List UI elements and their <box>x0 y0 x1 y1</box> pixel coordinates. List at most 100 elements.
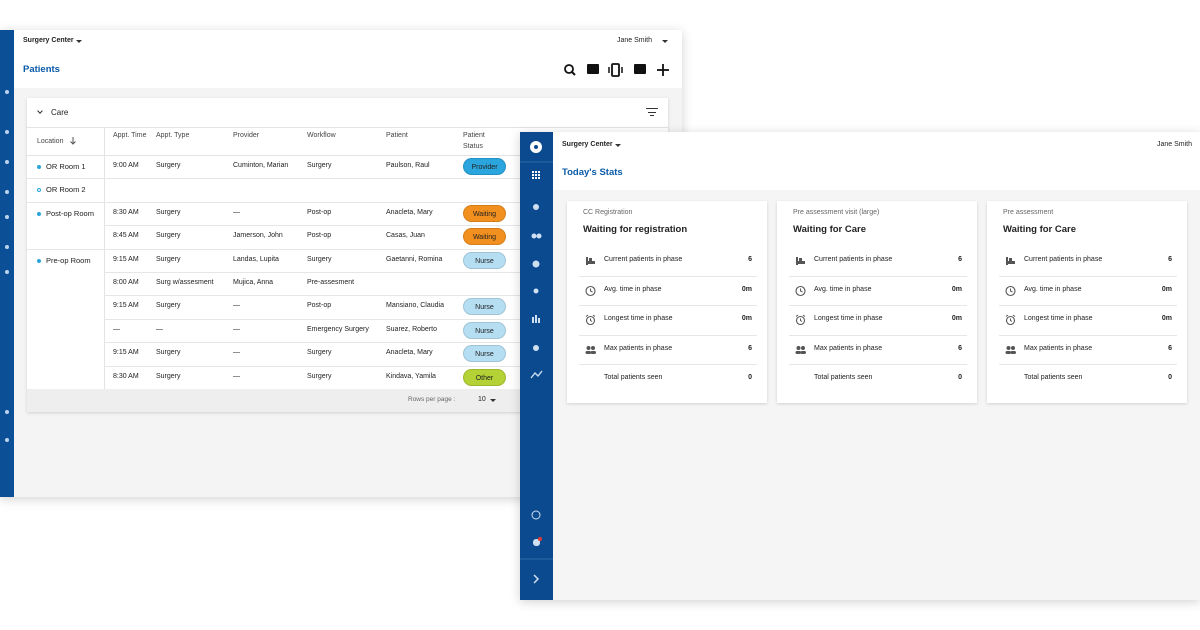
stats-card: Pre assessment visit (large) Waiting for … <box>777 201 977 403</box>
card-title: Waiting for Care <box>793 224 867 235</box>
row-divider <box>789 364 967 365</box>
row-divider <box>789 334 967 336</box>
dropdown-caret[interactable] <box>76 40 82 43</box>
row-divider <box>579 364 757 365</box>
cell: Anacleta, Mary <box>386 349 433 357</box>
stat-label: Total patients seen <box>814 374 873 381</box>
cell: — <box>113 325 120 333</box>
row-divider <box>27 248 668 250</box>
rows-per-page-label: Rows per page : <box>408 396 456 403</box>
column-header[interactable]: Appt. Time <box>113 132 147 139</box>
stat-value: 0m <box>1161 285 1172 293</box>
status-badge[interactable]: Waiting <box>463 228 506 246</box>
column-header[interactable]: Workflow <box>307 132 336 139</box>
filter-line <box>648 111 656 113</box>
cell: Surgery <box>156 255 181 263</box>
toolbar-icons[interactable] <box>560 62 675 78</box>
stat-value: 0m <box>741 315 752 322</box>
stat-value: 0 <box>1168 374 1172 381</box>
filter-line <box>646 108 658 110</box>
cell: 9:00 AM <box>113 162 139 169</box>
status-badge[interactable]: Nurse <box>463 321 506 339</box>
cell: 9:15 AM <box>113 302 139 310</box>
stat-label: Total patients seen <box>1024 374 1083 381</box>
facility-name[interactable]: Surgery Center <box>562 141 613 148</box>
section-title: Care <box>51 108 69 117</box>
status-badge[interactable]: Nurse <box>463 251 506 269</box>
stat-icon <box>796 257 805 265</box>
sort-arrow[interactable] <box>70 137 76 145</box>
location-dot <box>37 165 41 169</box>
row-divider <box>999 275 1177 277</box>
cell: Mujica, Anna <box>233 279 274 286</box>
stat-label: Longest time in phase <box>1024 315 1093 322</box>
cell: — <box>233 325 240 333</box>
location: OR Room 1 <box>46 162 86 171</box>
column-header[interactable]: Patient Status <box>463 132 485 150</box>
row-divider <box>999 305 1177 306</box>
cell: Surgery <box>156 232 181 240</box>
sidebar-icon <box>5 215 9 219</box>
column-header[interactable]: Provider <box>233 132 260 139</box>
stats-window: Surgery Center Jane Smith Today's Stats CC … <box>520 132 1200 600</box>
row-divider <box>104 318 668 320</box>
column-header[interactable]: Appt. Type <box>156 132 190 139</box>
status-badge[interactable]: Nurse <box>463 345 506 363</box>
facility-name[interactable]: Surgery Center <box>23 37 74 44</box>
page-title: Patients <box>23 64 60 75</box>
sidebar-icon <box>5 130 9 134</box>
stat-label: Longest time in phase <box>814 315 883 322</box>
row-divider <box>789 275 967 277</box>
stat-value: 0 <box>748 374 752 381</box>
row-divider <box>27 201 668 203</box>
stat-value: 6 <box>1168 344 1172 352</box>
sidebar-icon <box>5 270 9 274</box>
cell: Cuminton, Marian <box>233 162 289 169</box>
cell: Suarez, Roberto <box>386 325 437 333</box>
sidebar-icon <box>5 90 9 94</box>
row-divider <box>999 364 1177 365</box>
cell: Paulson, Raul <box>386 162 430 169</box>
cell: Post-op <box>307 302 332 310</box>
stat-value: 0m <box>1161 315 1172 322</box>
dropdown-caret[interactable] <box>490 399 496 402</box>
status-badge[interactable]: Provider <box>463 158 506 175</box>
cell: Kindava, Yamila <box>386 372 436 380</box>
collapse-chevron[interactable] <box>37 108 43 114</box>
stat-label: Avg. time in phase <box>1024 285 1082 293</box>
stat-value: 0m <box>951 285 962 293</box>
location-dot <box>37 211 41 216</box>
user-name[interactable]: Jane Smith <box>617 37 653 44</box>
status-badge[interactable]: Waiting <box>463 204 506 222</box>
user-name[interactable]: Jane Smith <box>1157 141 1193 148</box>
stat-value: 6 <box>748 344 752 352</box>
table-footer <box>27 389 668 412</box>
cell: Surgery <box>307 372 332 380</box>
dropdown-caret[interactable] <box>615 144 621 147</box>
cell: Surgery <box>156 208 181 216</box>
stat-icon <box>585 345 596 354</box>
dropdown-caret[interactable] <box>662 40 668 43</box>
row-divider <box>579 334 757 336</box>
row-divider <box>104 365 668 367</box>
row-divider <box>579 275 757 277</box>
cell: Surgery <box>307 255 332 263</box>
stat-icon <box>795 345 806 354</box>
filter-icon[interactable] <box>646 108 658 117</box>
location: Pre-op Room <box>46 255 91 265</box>
stat-label: Current patients in phase <box>1024 256 1103 263</box>
column-header[interactable]: Location <box>37 138 64 145</box>
status-badge[interactable]: Other <box>463 368 506 386</box>
status-badge[interactable]: Nurse <box>463 298 506 316</box>
stat-icon <box>586 257 595 265</box>
row-divider <box>579 305 757 306</box>
stat-value: 0m <box>951 315 962 322</box>
rows-per-page[interactable]: 10 <box>478 396 486 403</box>
row-divider <box>104 272 668 273</box>
stat-icon <box>1006 257 1015 265</box>
column-divider <box>104 127 105 389</box>
stat-value: 6 <box>748 256 752 263</box>
sidebar[interactable] <box>520 132 553 600</box>
column-header[interactable]: Patient <box>386 132 408 139</box>
sidebar-icon <box>5 410 9 414</box>
